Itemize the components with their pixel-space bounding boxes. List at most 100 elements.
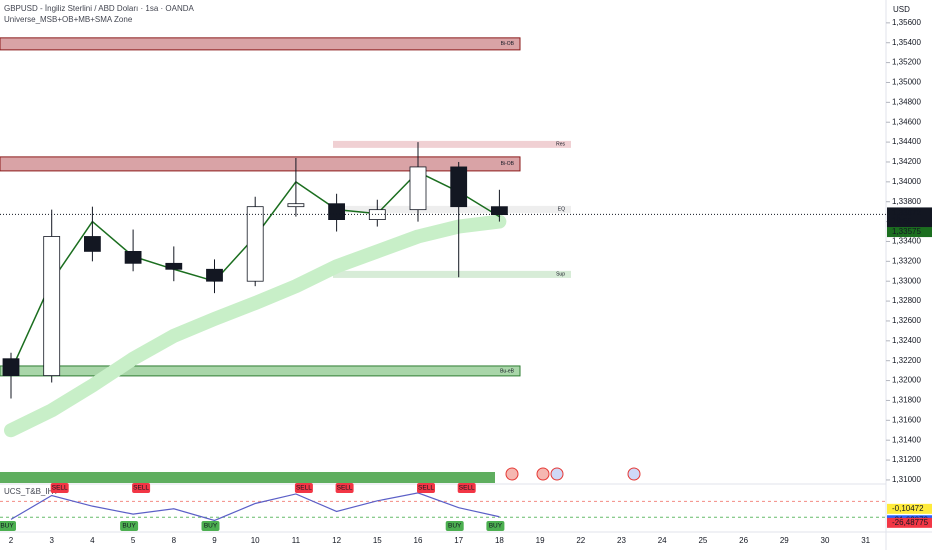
- candle-body: [409, 166, 427, 211]
- y-tick-label: 1,34800: [892, 97, 921, 106]
- value-tag: [887, 503, 932, 514]
- oscillator-line: [10, 492, 500, 522]
- y-tick-label: 1,35000: [892, 78, 921, 87]
- y-tick-label: 1,31000: [892, 475, 921, 484]
- signal-label: SELL: [459, 485, 475, 492]
- event-icon[interactable]: [627, 467, 641, 481]
- signal-label: BUY: [489, 523, 503, 530]
- x-tick-label: 5: [131, 536, 136, 545]
- zone-label: Sup: [556, 272, 565, 278]
- y-tick-label: 1,32600: [892, 316, 921, 325]
- y-tick-label: 1,31800: [892, 396, 921, 405]
- price-tag-time: 19:55: [892, 217, 913, 226]
- candle-body: [328, 203, 346, 220]
- symbol-title: GBPUSD - İngiliz Sterlini / ABD Doları ·…: [4, 4, 194, 13]
- y-tick-label: 1,33200: [892, 256, 921, 265]
- y-tick-label: 1,33400: [892, 237, 921, 246]
- sma-zone: [4, 214, 507, 438]
- x-tick-label: 30: [821, 536, 830, 545]
- candle-body: [368, 209, 386, 220]
- x-tick-label: 2: [9, 536, 14, 545]
- oscillator-title: UCS_T&B_IHT: [4, 487, 58, 496]
- y-tick-label: 1,34400: [892, 137, 921, 146]
- y-tick-label: 1,31600: [892, 415, 921, 424]
- candle-body: [124, 250, 142, 264]
- zone: [0, 37, 521, 51]
- candle-body: [287, 203, 305, 208]
- signal-label: SELL: [52, 485, 68, 492]
- candle-body: [246, 206, 264, 282]
- signal-badge: [335, 483, 354, 493]
- y-tick-label: 1,35400: [892, 38, 921, 47]
- zone: [333, 140, 571, 148]
- y-tick-label: 1,32400: [892, 336, 921, 345]
- x-tick-label: 26: [739, 536, 748, 545]
- signal-label: BUY: [0, 523, 14, 530]
- price-tag: [887, 207, 932, 228]
- y-tick-label: 1,32000: [892, 376, 921, 385]
- x-tick-label: 11: [292, 536, 301, 545]
- zone: [0, 365, 521, 377]
- y-tick-label: 1,31200: [892, 455, 921, 464]
- signal-badge: [0, 521, 16, 531]
- candle-body: [84, 236, 101, 252]
- signal-badge: [445, 521, 464, 531]
- indicator-name: Universe_MSB+OB+MB+SMA Zone: [4, 15, 133, 24]
- y-tick-label: 1,34200: [892, 157, 921, 166]
- x-tick-label: 4: [90, 536, 95, 545]
- volume-strip: [0, 472, 495, 483]
- value-tag: [887, 517, 932, 528]
- signal-label: SELL: [418, 485, 434, 492]
- prev-tag: [887, 227, 932, 238]
- zone-label: EQ: [558, 207, 565, 213]
- value-tag-label: -26,48775: [892, 518, 929, 527]
- x-tick-label: 24: [658, 536, 667, 545]
- y-tick-label: 1,32200: [892, 356, 921, 365]
- x-tick-label: 29: [780, 536, 789, 545]
- zone: [0, 156, 521, 172]
- signal-badge: [132, 483, 151, 493]
- event-icon[interactable]: [536, 467, 550, 481]
- x-tick-label: 18: [495, 536, 504, 545]
- candle-body: [490, 206, 508, 216]
- x-tick-label: 8: [172, 536, 177, 545]
- zone-label: Bi-OB: [501, 161, 515, 167]
- signal-badge: [486, 521, 505, 531]
- signal-badge: [120, 521, 139, 531]
- signal-label: SELL: [133, 485, 149, 492]
- candle-body: [165, 262, 183, 270]
- event-icon[interactable]: [550, 467, 564, 481]
- candle-body: [43, 236, 61, 377]
- x-tick-label: 16: [414, 536, 423, 545]
- signal-badge: [294, 483, 313, 493]
- signal-label: BUY: [204, 523, 218, 530]
- zone-label: Res: [556, 142, 565, 148]
- y-tick-label: 1,35600: [892, 18, 921, 27]
- y-tick-label: 1,35200: [892, 58, 921, 67]
- signal-badge: [50, 483, 69, 493]
- y-tick-label: 1,33000: [892, 276, 921, 285]
- x-tick-label: 25: [698, 536, 707, 545]
- zone: [333, 205, 571, 213]
- candle-body: [206, 268, 223, 282]
- signal-label: SELL: [337, 485, 353, 492]
- x-tick-label: 23: [617, 536, 626, 545]
- x-tick-label: 17: [454, 536, 463, 545]
- currency[interactable]: USD: [893, 5, 910, 14]
- candle-body: [2, 358, 20, 377]
- signal-label: BUY: [448, 523, 462, 530]
- x-tick-label: 31: [861, 536, 870, 545]
- zone-label: Bi-OB: [501, 41, 515, 47]
- prev-tag-label: 1,33575: [892, 227, 921, 236]
- event-icon[interactable]: [505, 467, 519, 481]
- signal-badge: [201, 521, 220, 531]
- x-tick-label: 3: [49, 536, 54, 545]
- x-tick-label: 19: [536, 536, 545, 545]
- price-tag-label: 1,33672: [892, 209, 921, 218]
- y-tick-label: 1,34600: [892, 117, 921, 126]
- zone-label: Bu-eB: [500, 368, 515, 374]
- candle-body: [450, 166, 468, 208]
- y-tick-label: 1,33800: [892, 197, 921, 206]
- zone: [333, 270, 571, 278]
